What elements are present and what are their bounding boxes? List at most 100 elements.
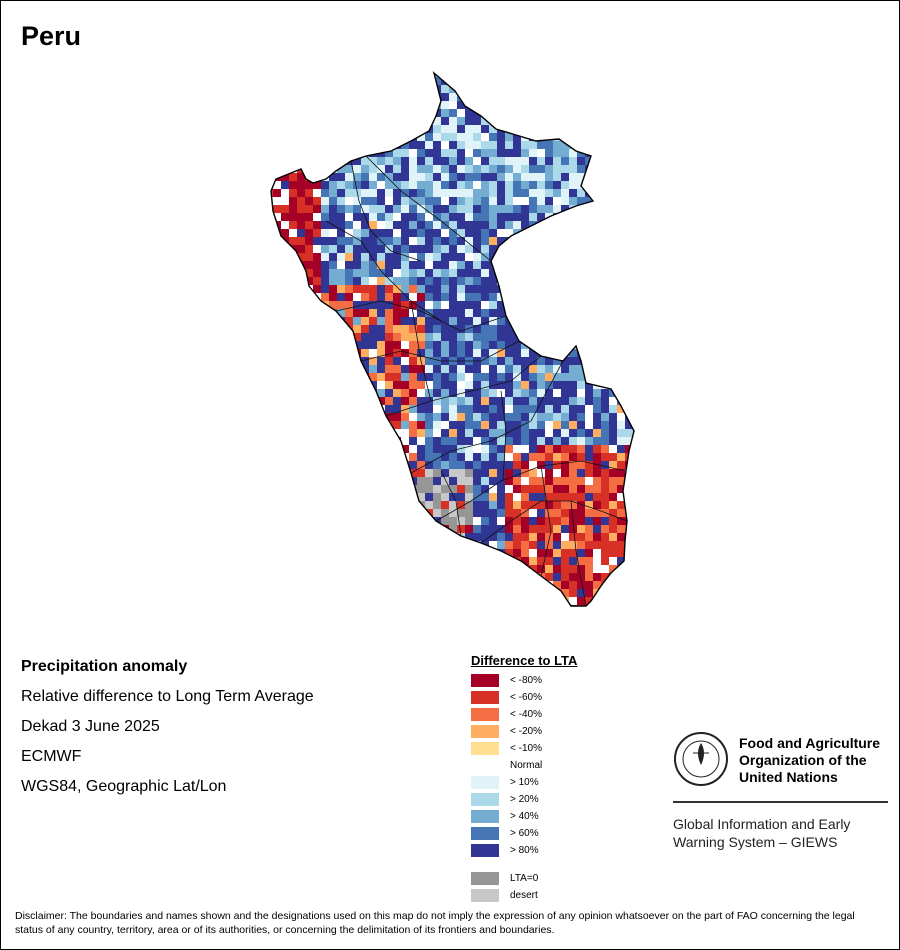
- grid-cell: [273, 557, 281, 565]
- grid-cell: [633, 317, 634, 325]
- grid-cell: [505, 437, 513, 445]
- grid-cell: [273, 453, 281, 461]
- grid-cell: [441, 101, 449, 109]
- grid-cell: [545, 285, 553, 293]
- grid-cell: [321, 557, 329, 565]
- grid-cell: [289, 205, 297, 213]
- grid-cell: [585, 549, 593, 557]
- grid-cell: [481, 237, 489, 245]
- grid-cell: [393, 277, 401, 285]
- grid-cell: [297, 197, 305, 205]
- grid-cell: [465, 421, 473, 429]
- grid-cell: [313, 525, 321, 533]
- grid-cell: [465, 509, 473, 517]
- grid-cell: [417, 605, 425, 606]
- grid-cell: [345, 485, 353, 493]
- grid-cell: [537, 445, 545, 453]
- grid-cell: [313, 501, 321, 509]
- grid-cell: [537, 85, 545, 93]
- grid-cell: [425, 381, 433, 389]
- grid-cell: [425, 229, 433, 237]
- grid-cell: [497, 309, 505, 317]
- grid-cell: [601, 133, 609, 141]
- grid-cell: [321, 397, 329, 405]
- grid-cell: [545, 429, 553, 437]
- grid-cell: [537, 77, 545, 85]
- grid-cell: [441, 517, 449, 525]
- grid-cell: [271, 149, 273, 157]
- grid-cell: [617, 277, 625, 285]
- grid-cell: [609, 421, 617, 429]
- grid-cell: [553, 205, 561, 213]
- grid-cell: [441, 597, 449, 605]
- grid-cell: [513, 261, 521, 269]
- grid-cell: [553, 573, 561, 581]
- grid-cell: [569, 229, 577, 237]
- grid-cell: [289, 157, 297, 165]
- grid-cell: [625, 549, 633, 557]
- grid-cell: [393, 469, 401, 477]
- grid-cell: [369, 613, 377, 621]
- grid-cell: [513, 181, 521, 189]
- grid-cell: [305, 437, 313, 445]
- grid-cell: [521, 221, 529, 229]
- grid-cell: [497, 205, 505, 213]
- grid-cell: [257, 349, 265, 357]
- grid-cell: [537, 293, 545, 301]
- grid-cell: [473, 341, 481, 349]
- grid-cell: [433, 525, 441, 533]
- grid-cell: [545, 245, 553, 253]
- grid-cell: [457, 181, 465, 189]
- grid-cell: [401, 517, 409, 525]
- grid-cell: [361, 309, 369, 317]
- grid-cell: [553, 117, 561, 125]
- grid-cell: [401, 261, 409, 269]
- grid-cell: [513, 341, 521, 349]
- grid-cell: [249, 581, 257, 589]
- grid-cell: [593, 501, 601, 509]
- grid-cell: [657, 581, 661, 589]
- grid-cell: [433, 61, 441, 69]
- grid-cell: [657, 157, 661, 165]
- grid-cell: [529, 493, 537, 501]
- grid-cell: [377, 133, 385, 141]
- grid-cell: [305, 357, 313, 365]
- grid-cell: [497, 133, 505, 141]
- grid-cell: [521, 85, 529, 93]
- grid-cell: [401, 405, 409, 413]
- grid-cell: [481, 301, 489, 309]
- grid-cell: [529, 197, 537, 205]
- grid-cell: [489, 269, 497, 277]
- grid-cell: [601, 405, 609, 413]
- grid-cell: [601, 269, 609, 277]
- grid-cell: [241, 269, 249, 277]
- grid-cell: [281, 317, 289, 325]
- grid-cell: [577, 541, 585, 549]
- grid-cell: [305, 165, 313, 173]
- grid-cell: [473, 101, 481, 109]
- grid-cell: [353, 373, 361, 381]
- grid-cell: [273, 253, 281, 261]
- grid-cell: [337, 125, 345, 133]
- grid-cell: [513, 437, 521, 445]
- grid-cell: [561, 197, 569, 205]
- grid-cell: [271, 533, 273, 541]
- grid-cell: [489, 613, 497, 621]
- grid-cell: [337, 341, 345, 349]
- legend-item: < -60%: [471, 690, 542, 704]
- grid-cell: [273, 421, 281, 429]
- grid-cell: [353, 533, 361, 541]
- grid-cell: [249, 357, 257, 365]
- grid-cell: [305, 341, 313, 349]
- grid-cell: [353, 525, 361, 533]
- grid-cell: [337, 477, 345, 485]
- grid-cell: [577, 93, 585, 101]
- grid-cell: [609, 237, 617, 245]
- grid-cell: [521, 549, 529, 557]
- grid-cell: [385, 597, 393, 605]
- grid-cell: [577, 189, 585, 197]
- grid-cell: [633, 589, 634, 597]
- grid-cell: [401, 413, 409, 421]
- grid-cell: [609, 373, 617, 381]
- grid-cell: [561, 85, 569, 93]
